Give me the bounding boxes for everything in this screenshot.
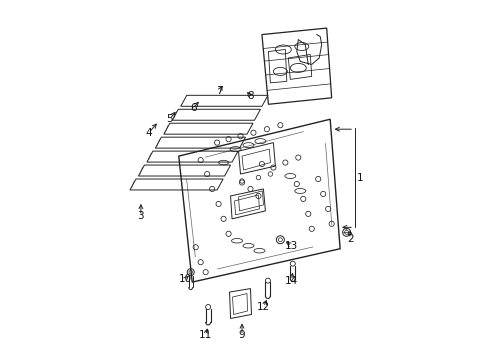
Text: 12: 12 — [256, 302, 269, 312]
Text: 3: 3 — [137, 211, 144, 221]
Text: 7: 7 — [216, 86, 223, 96]
Text: 11: 11 — [199, 330, 212, 341]
Text: 10: 10 — [179, 274, 192, 284]
Text: 9: 9 — [238, 330, 245, 341]
Text: 6: 6 — [190, 103, 197, 113]
Text: 14: 14 — [285, 276, 298, 285]
Text: 2: 2 — [346, 234, 353, 244]
Text: 13: 13 — [285, 241, 298, 251]
Text: 8: 8 — [246, 91, 253, 101]
Text: 4: 4 — [145, 128, 152, 138]
Text: 1: 1 — [356, 172, 363, 183]
Text: 5: 5 — [166, 114, 173, 124]
